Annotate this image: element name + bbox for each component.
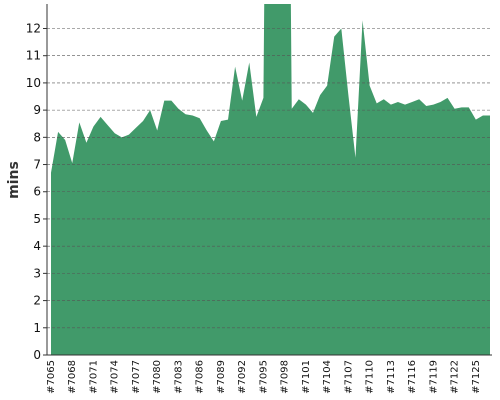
x-tick-label: #7125 (471, 360, 482, 394)
x-tick-label: #7098 (280, 360, 291, 394)
y-tick-label: 10 (26, 76, 41, 90)
x-tick-label: #7122 (450, 360, 461, 394)
x-tick-label: #7119 (428, 360, 439, 394)
x-tick-label: #7110 (365, 360, 376, 394)
y-tick-label: 6 (33, 185, 41, 199)
y-axis-label: mins (6, 161, 22, 199)
x-tick-label: #7068 (67, 360, 78, 394)
y-tick-label: 7 (33, 158, 41, 172)
y-tick-label: 2 (33, 294, 41, 308)
x-tick-label: #7107 (343, 360, 354, 394)
y-tick-label: 4 (33, 239, 41, 253)
y-tick-label: 1 (33, 321, 41, 335)
x-tick-label: #7086 (195, 360, 206, 394)
y-tick-label: 11 (26, 49, 41, 63)
y-tick-label: 5 (33, 212, 41, 226)
x-tick-label: #7077 (131, 360, 142, 394)
x-tick-label: #7092 (237, 360, 248, 394)
x-tick-label: #7080 (152, 360, 163, 394)
x-tick-label: #7083 (173, 360, 184, 394)
x-tick-label: #7095 (258, 360, 269, 394)
y-tick-label: 3 (33, 266, 41, 280)
area (51, 4, 490, 355)
y-tick-label: 9 (33, 103, 41, 117)
x-tick-label: #7101 (301, 360, 312, 394)
y-tick-label: 0 (33, 348, 41, 362)
x-tick-label: #7074 (110, 360, 121, 394)
x-tick-label: #7113 (386, 360, 397, 394)
x-tick-label: #7116 (407, 360, 418, 394)
x-tick-label: #7089 (216, 360, 227, 394)
x-tick-label: #7071 (88, 360, 99, 394)
x-tick-label: #7104 (322, 360, 333, 394)
y-tick-label: 8 (33, 130, 41, 144)
y-tick-label: 12 (26, 21, 41, 35)
x-tick-label: #7065 (46, 360, 57, 394)
